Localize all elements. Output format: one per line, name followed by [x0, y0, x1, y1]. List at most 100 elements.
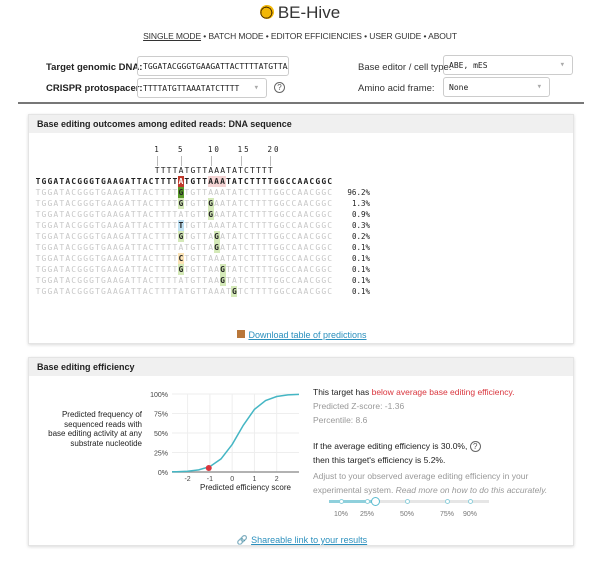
base: G [41, 254, 47, 263]
base: G [47, 287, 53, 296]
y-tick-label: 75% [154, 412, 168, 419]
base: T [136, 177, 142, 186]
slider-mark [445, 499, 450, 504]
base: A [53, 188, 59, 197]
base: A [107, 210, 112, 219]
base: T [95, 188, 100, 197]
base: C [71, 210, 77, 219]
nav-user-guide[interactable]: USER GUIDE [369, 31, 422, 41]
base: T [136, 243, 142, 252]
base: A [107, 254, 112, 263]
base: T [59, 265, 65, 274]
base: G [315, 276, 321, 285]
base: A [65, 221, 71, 230]
base: T [267, 265, 273, 274]
base: G [77, 243, 83, 252]
base: A [142, 254, 148, 263]
base: G [118, 243, 124, 252]
base: T [160, 166, 166, 175]
base: T [59, 221, 65, 230]
base: T [249, 210, 255, 219]
base: T [267, 210, 273, 219]
base: T [255, 166, 261, 175]
slider-handle[interactable] [371, 497, 380, 506]
base: A [142, 221, 148, 230]
nav-separator: • [361, 31, 370, 41]
base: C [71, 276, 77, 285]
base: A [65, 254, 71, 263]
nav-about[interactable]: ABOUT [428, 31, 457, 41]
base: T [35, 254, 41, 263]
base: A [142, 265, 148, 274]
protospacer-value: TTTTATGTTAAATATCTTTT [143, 84, 240, 93]
protospacer-seq: TTTTATGTTAAATATCTTTT [154, 165, 273, 176]
avg-line: If the average editing efficiency is 30.… [313, 441, 481, 452]
base: G [77, 265, 83, 274]
outcome-row: TGGATACGGGTGAAGATTACTTTTATGTTAAGTATCTTTT… [35, 275, 333, 286]
base: C [148, 188, 154, 197]
base: A [297, 265, 303, 274]
protospacer-select[interactable]: TTTTATGTTAAATATCTTTT [137, 78, 267, 98]
base: G [101, 210, 106, 219]
base: G [83, 243, 89, 252]
base: T [202, 232, 208, 241]
base: G [213, 242, 220, 253]
outcome-frequency: 0.1% [351, 243, 370, 252]
base: A [112, 210, 118, 219]
target-dna-label: Target genomic DNA: [46, 62, 143, 73]
base: G [89, 287, 94, 296]
base: A [124, 287, 130, 296]
base: T [202, 177, 208, 186]
ruler-tick [181, 156, 183, 166]
base: C [309, 254, 315, 263]
base: T [196, 265, 202, 274]
base: A [297, 199, 303, 208]
base: G [321, 199, 327, 208]
base: G [77, 199, 83, 208]
nav-editor-efficiencies[interactable]: EDITOR EFFICIENCIES [270, 31, 362, 41]
base: G [101, 188, 106, 197]
efficiency-slider[interactable]: 10% 25% 50% 75% 90% [329, 495, 489, 525]
base: A [112, 232, 118, 241]
base: A [232, 276, 237, 285]
base: G [118, 232, 124, 241]
editor-select[interactable]: ABE, mES [443, 55, 573, 75]
base: G [273, 287, 279, 296]
share-label[interactable]: Shareable link to your results [251, 535, 368, 545]
base: A [303, 276, 309, 285]
base: T [261, 166, 267, 175]
y-tick-label: 0% [158, 470, 168, 477]
base: T [59, 287, 65, 296]
share-link[interactable]: 🔗 Shareable link to your results [29, 530, 575, 548]
base: T [249, 232, 255, 241]
base: T [237, 210, 243, 219]
base: A [112, 254, 118, 263]
base: G [273, 232, 279, 241]
base: T [136, 254, 142, 263]
base: T [154, 166, 160, 175]
base: G [41, 221, 47, 230]
base: G [315, 265, 321, 274]
nav-batch-mode[interactable]: BATCH MODE [208, 31, 264, 41]
base: A [53, 287, 59, 296]
base: G [47, 221, 53, 230]
base: A [53, 243, 59, 252]
base: G [273, 199, 279, 208]
target-dna-input[interactable]: TGGATACGGGTGAAGATTACTTTTATGTTAAATATCTTTT… [137, 56, 289, 76]
base: T [172, 221, 178, 230]
base: A [297, 188, 303, 197]
result-line: then this target's efficiency is 5.2%. [313, 455, 446, 465]
help-icon[interactable]: ? [274, 82, 285, 93]
base: C [309, 276, 315, 285]
base: G [190, 210, 196, 219]
download-label[interactable]: Download table of predictions [248, 330, 367, 340]
frame-select[interactable]: None [443, 77, 550, 97]
nav-single-mode[interactable]: SINGLE MODE [143, 31, 202, 41]
base: C [327, 265, 333, 274]
read-more-link[interactable]: Read more on how to do this accurately. [395, 485, 548, 495]
help-icon[interactable]: ? [469, 441, 481, 452]
slider-tick-label: 25% [359, 511, 374, 518]
download-link[interactable]: Download table of predictions [29, 325, 575, 343]
y-tick-label: 100% [150, 392, 168, 399]
base: T [237, 221, 243, 230]
